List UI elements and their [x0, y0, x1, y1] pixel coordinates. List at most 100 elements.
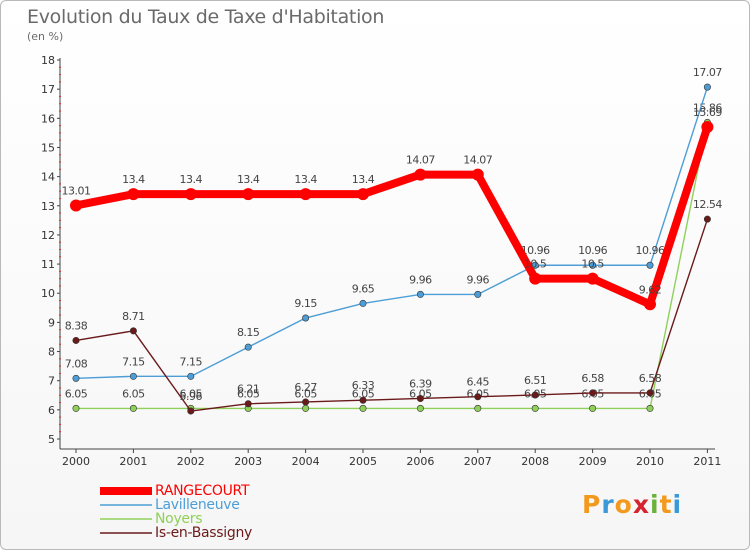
data-label-lavilleneuve: 9.96 [467, 273, 490, 286]
x-tick-label: 2007 [464, 455, 492, 468]
data-label-noyers: 15.86 [693, 101, 722, 114]
data-label-rangecourt: 13.01 [62, 184, 91, 197]
data-label-rangecourt: 13.4 [237, 173, 260, 186]
series-line-rangecourt [72, 123, 712, 309]
legend-label-noyers: Noyers [155, 511, 203, 527]
y-tick-label: 12 [41, 229, 55, 242]
data-label-lavilleneuve: 9.96 [409, 273, 432, 286]
data-label-noyers: 6.05 [122, 387, 145, 400]
data-point-rangecourt [701, 121, 714, 134]
data-point-noyers [531, 404, 539, 412]
data-point-lavilleneuve [359, 299, 367, 307]
data-label-noyers: 6.05 [65, 387, 88, 400]
data-point-rangecourt [471, 168, 484, 181]
data-label-rangecourt: 9.62 [639, 283, 662, 296]
data-label-lavilleneuve: 9.15 [294, 297, 317, 310]
data-point-rangecourt [644, 298, 656, 311]
data-label-lavilleneuve: 7.15 [122, 355, 145, 368]
data-point-rangecourt [242, 188, 255, 201]
data-label-is-en-bassigny: 6.39 [409, 377, 432, 390]
data-point-lavilleneuve [72, 374, 80, 382]
data-label-rangecourt: 14.07 [463, 154, 492, 167]
data-label-is-en-bassigny: 6.33 [352, 379, 375, 392]
y-tick-label: 9 [48, 316, 55, 329]
data-label-noyers: 6.05 [294, 387, 317, 400]
data-point-is-en-bassigny [531, 391, 539, 399]
data-point-noyers [72, 404, 80, 412]
y-tick-label: 6 [48, 404, 55, 417]
data-point-noyers [646, 404, 654, 412]
data-label-lavilleneuve: 7.15 [180, 355, 203, 368]
data-label-is-en-bassigny: 6.58 [581, 372, 604, 385]
chart-unit: (en %) [27, 30, 64, 43]
logo-letter: i [672, 490, 683, 519]
y-tick-label: 16 [41, 112, 55, 125]
data-point-lavilleneuve [703, 83, 711, 91]
data-point-is-en-bassigny [646, 389, 654, 397]
y-tick-label: 5 [48, 433, 55, 446]
legend-label-rangecourt: RANGECOURT [155, 483, 250, 499]
series-line-is-en-bassigny [75, 218, 709, 412]
data-point-lavilleneuve [244, 343, 252, 351]
chart-title: Evolution du Taux de Taxe d'Habitation [27, 6, 385, 28]
logo-letter: r [601, 490, 615, 519]
legend-swatch-rangecourt [100, 487, 152, 495]
legend-item-lavilleneuve: Lavilleneuve [100, 498, 252, 512]
y-tick-label: 10 [41, 287, 55, 300]
data-point-lavilleneuve [302, 314, 310, 322]
data-point-lavilleneuve [416, 290, 424, 298]
data-label-noyers: 6.05 [180, 387, 203, 400]
data-label-is-en-bassigny: 12.54 [693, 198, 722, 211]
x-tick-label: 2010 [636, 455, 664, 468]
legend-swatch-is-en-bassigny [100, 532, 152, 534]
y-tick-label: 17 [41, 83, 55, 96]
x-tick-label: 2005 [349, 455, 377, 468]
data-label-rangecourt: 13.4 [352, 173, 375, 186]
x-tick-label: 2006 [406, 455, 434, 468]
data-label-is-en-bassigny: 6.58 [639, 372, 662, 385]
legend-label-is-en-bassigny: Is-en-Bassigny [155, 525, 253, 541]
data-label-is-en-bassigny: 8.38 [65, 319, 88, 332]
y-tick-label: 14 [41, 171, 55, 184]
data-label-lavilleneuve: 7.08 [65, 357, 88, 370]
legend-label-lavilleneuve: Lavilleneuve [155, 497, 240, 513]
legend-item-noyers: Noyers [100, 512, 252, 526]
data-point-rangecourt [529, 272, 542, 285]
data-label-lavilleneuve: 10.96 [636, 244, 665, 257]
x-tick-label: 2002 [177, 455, 205, 468]
data-label-noyers: 6.05 [237, 387, 260, 400]
data-point-is-en-bassigny [72, 336, 80, 344]
data-point-rangecourt [586, 272, 599, 285]
data-point-lavilleneuve [187, 372, 195, 380]
x-tick-label: 2000 [62, 455, 90, 468]
x-tick-label: 2011 [693, 455, 721, 468]
x-tick-label: 2003 [234, 455, 262, 468]
x-tick-label: 2009 [579, 455, 607, 468]
logo-letter: t [659, 490, 673, 519]
data-label-rangecourt: 13.4 [180, 173, 203, 186]
data-label-lavilleneuve: 10.96 [578, 244, 607, 257]
y-tick-label: 13 [41, 200, 55, 213]
data-label-noyers: 6.05 [409, 387, 432, 400]
data-label-is-en-bassigny: 6.27 [294, 381, 317, 394]
series-line-lavilleneuve [75, 86, 709, 380]
data-label-is-en-bassigny: 8.71 [122, 310, 145, 323]
data-point-rangecourt [357, 188, 369, 201]
y-tick-label: 11 [41, 258, 55, 271]
data-label-is-en-bassigny: 5.96 [180, 390, 203, 403]
legend-item-rangecourt: RANGECOURT [100, 484, 252, 498]
logo-letter: x [632, 490, 650, 519]
y-tick-label: 18 [41, 54, 55, 67]
logo-letter: P [582, 490, 602, 519]
data-label-rangecourt: 10.5 [581, 258, 604, 271]
data-label-noyers: 6.05 [352, 387, 375, 400]
data-point-lavilleneuve [129, 372, 137, 380]
data-label-is-en-bassigny: 6.21 [237, 383, 260, 396]
data-point-rangecourt [414, 168, 427, 181]
data-label-rangecourt: 10.5 [524, 258, 547, 271]
data-label-lavilleneuve: 8.15 [237, 326, 260, 339]
series-line-noyers [75, 121, 709, 410]
data-point-rangecourt [299, 188, 312, 201]
data-point-is-en-bassigny [474, 393, 482, 401]
x-tick-label: 2001 [119, 455, 147, 468]
